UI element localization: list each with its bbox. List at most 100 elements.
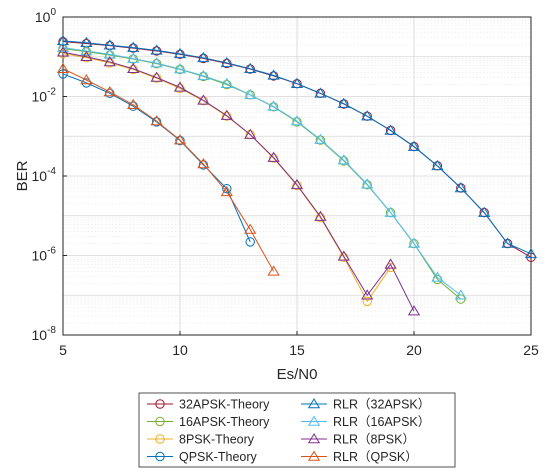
series-group [56,62,280,276]
legend-swatch-marker [307,415,321,426]
legend-swatch-marker [307,398,321,409]
data-point [268,153,279,163]
y-tick-base: 10 [35,9,51,25]
data-point [198,71,209,82]
x-tick-label: 15 [289,342,305,358]
y-axis-label: BER [14,160,31,191]
grid-lines [63,17,531,335]
data-point [314,87,327,98]
data-point [292,117,302,127]
data-point [175,64,185,75]
legend-item: QPSK-Theory [147,450,258,464]
data-point [245,64,255,74]
data-point [173,81,187,92]
data-point [80,50,93,61]
data-point [407,305,421,316]
series-line [62,47,462,296]
data-point [268,71,279,81]
y-tick-exponent: -2 [47,87,56,98]
data-point [339,99,349,109]
x-tick-label: 5 [59,342,67,358]
data-point [150,115,163,126]
data-point [454,181,467,193]
legend-label: RLR（16APSK） [333,415,430,429]
data-point [175,135,185,146]
data-point [337,250,350,261]
data-point [314,210,327,221]
y-tick-exponent: -6 [47,246,56,257]
data-point [431,159,444,171]
data-point [128,64,138,75]
y-tick-exponent: 0 [50,7,56,18]
x-axis-ticks: 5 10 15 20 25 [59,331,539,358]
data-point [103,55,116,67]
legend-label: RLR（32APSK） [333,398,430,412]
series-group [56,41,467,300]
data-point [197,94,210,105]
data-point [290,115,304,126]
legend-swatch-marker [307,450,321,461]
data-point [222,183,232,194]
data-point [361,289,374,300]
data-point [220,185,233,197]
data-point [267,100,280,111]
legend-swatch-marker [155,416,165,427]
data-point [315,212,326,223]
data-point [151,73,162,83]
data-point [80,74,93,85]
series-line [62,73,251,243]
data-point [362,180,372,190]
series-line [62,40,532,255]
data-point [244,128,257,139]
data-point [384,258,397,269]
legend-item: RLR（8PSK） [301,433,415,447]
data-point [524,247,538,259]
data-point [337,154,350,165]
x-tick-label: 10 [172,342,188,358]
y-tick-base: 10 [32,89,48,105]
data-point [245,237,255,247]
data-point [150,57,163,68]
data-point [244,223,257,234]
legend-item: 32APSK-Theory [147,398,270,412]
data-point [58,69,68,79]
y-tick-exponent: -4 [47,166,56,177]
data-point [314,133,327,144]
data-point [103,85,116,97]
y-tick-label: 10-4 [32,166,57,184]
legend-item: RLR（32APSK） [301,398,430,412]
legend-item: 16APSK-Theory [147,415,270,429]
data-point [173,47,187,59]
y-tick-label: 100 [35,7,57,25]
data-point [56,46,70,57]
data-point [292,180,302,191]
data-point [267,265,280,276]
data-point [478,206,491,217]
data-point [198,160,209,170]
data-point [407,237,421,248]
data-point [151,117,162,127]
data-point [385,262,396,273]
legend-label: QPSK-Theory [179,450,258,464]
y-tick-exponent: -8 [47,325,56,336]
data-point [127,52,140,63]
data-point [361,110,374,121]
y-tick-base: 10 [32,168,48,184]
data-point [361,178,374,189]
data-point [173,134,187,145]
legend-swatch-marker [155,451,165,462]
data-point [501,237,514,248]
x-axis-label: Es/N0 [277,366,318,383]
legend-box [138,392,456,468]
data-point [197,51,210,63]
legend-label: 8PSK-Theory [179,433,255,447]
series-line [62,68,275,272]
y-tick-base: 10 [32,248,48,264]
data-point [56,41,70,52]
legend-item: RLR（16APSK） [301,415,430,429]
x-tick-label: 25 [523,342,539,358]
data-point [244,88,257,100]
legend-label: 16APSK-Theory [179,415,270,429]
